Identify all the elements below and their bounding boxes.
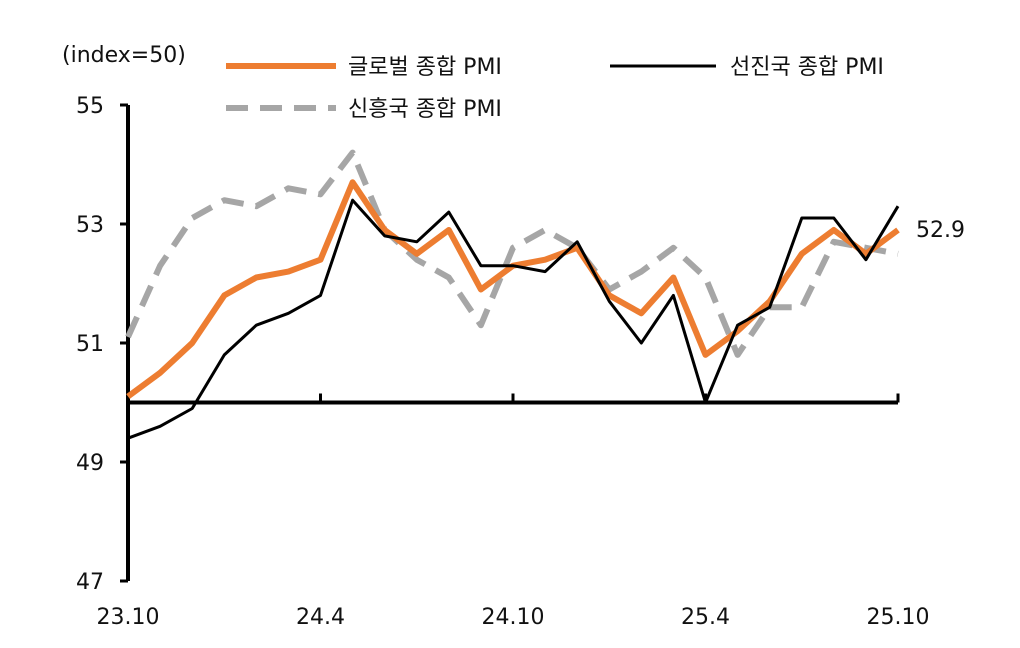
x-tick-label: 24.4: [296, 605, 345, 630]
series-layer: [125, 149, 900, 440]
x-tick-label: 25.4: [681, 605, 730, 630]
y-unit-label: (index=50): [62, 43, 186, 68]
y-tick-label: 55: [76, 94, 104, 119]
series-line-1: [127, 198, 900, 440]
legend-label-2: 신흥국 종합 PMI: [348, 97, 502, 122]
x-tick-label: 23.10: [97, 605, 160, 630]
x-tick-label: 25.10: [867, 605, 930, 630]
y-tick-label: 51: [76, 332, 104, 357]
x-tick-label: 24.10: [482, 605, 545, 630]
legend: 글로벌 종합 PMI 선진국 종합 PMI 신흥국 종합 PMI: [226, 55, 884, 122]
legend-label-1: 선진국 종합 PMI: [730, 55, 884, 80]
end-value-label: 52.9: [916, 218, 965, 243]
y-tick-label: 49: [76, 451, 104, 476]
series-line-2: [125, 149, 899, 358]
legend-label-0: 글로벌 종합 PMI: [348, 55, 502, 80]
y-tick-label: 47: [76, 570, 104, 595]
series-line-0: [126, 179, 900, 399]
labels: 55 53 51 49 47 23.10 24.4 24.10 25.4 25.10 52.9: [76, 94, 965, 630]
y-tick-label: 53: [76, 213, 104, 238]
